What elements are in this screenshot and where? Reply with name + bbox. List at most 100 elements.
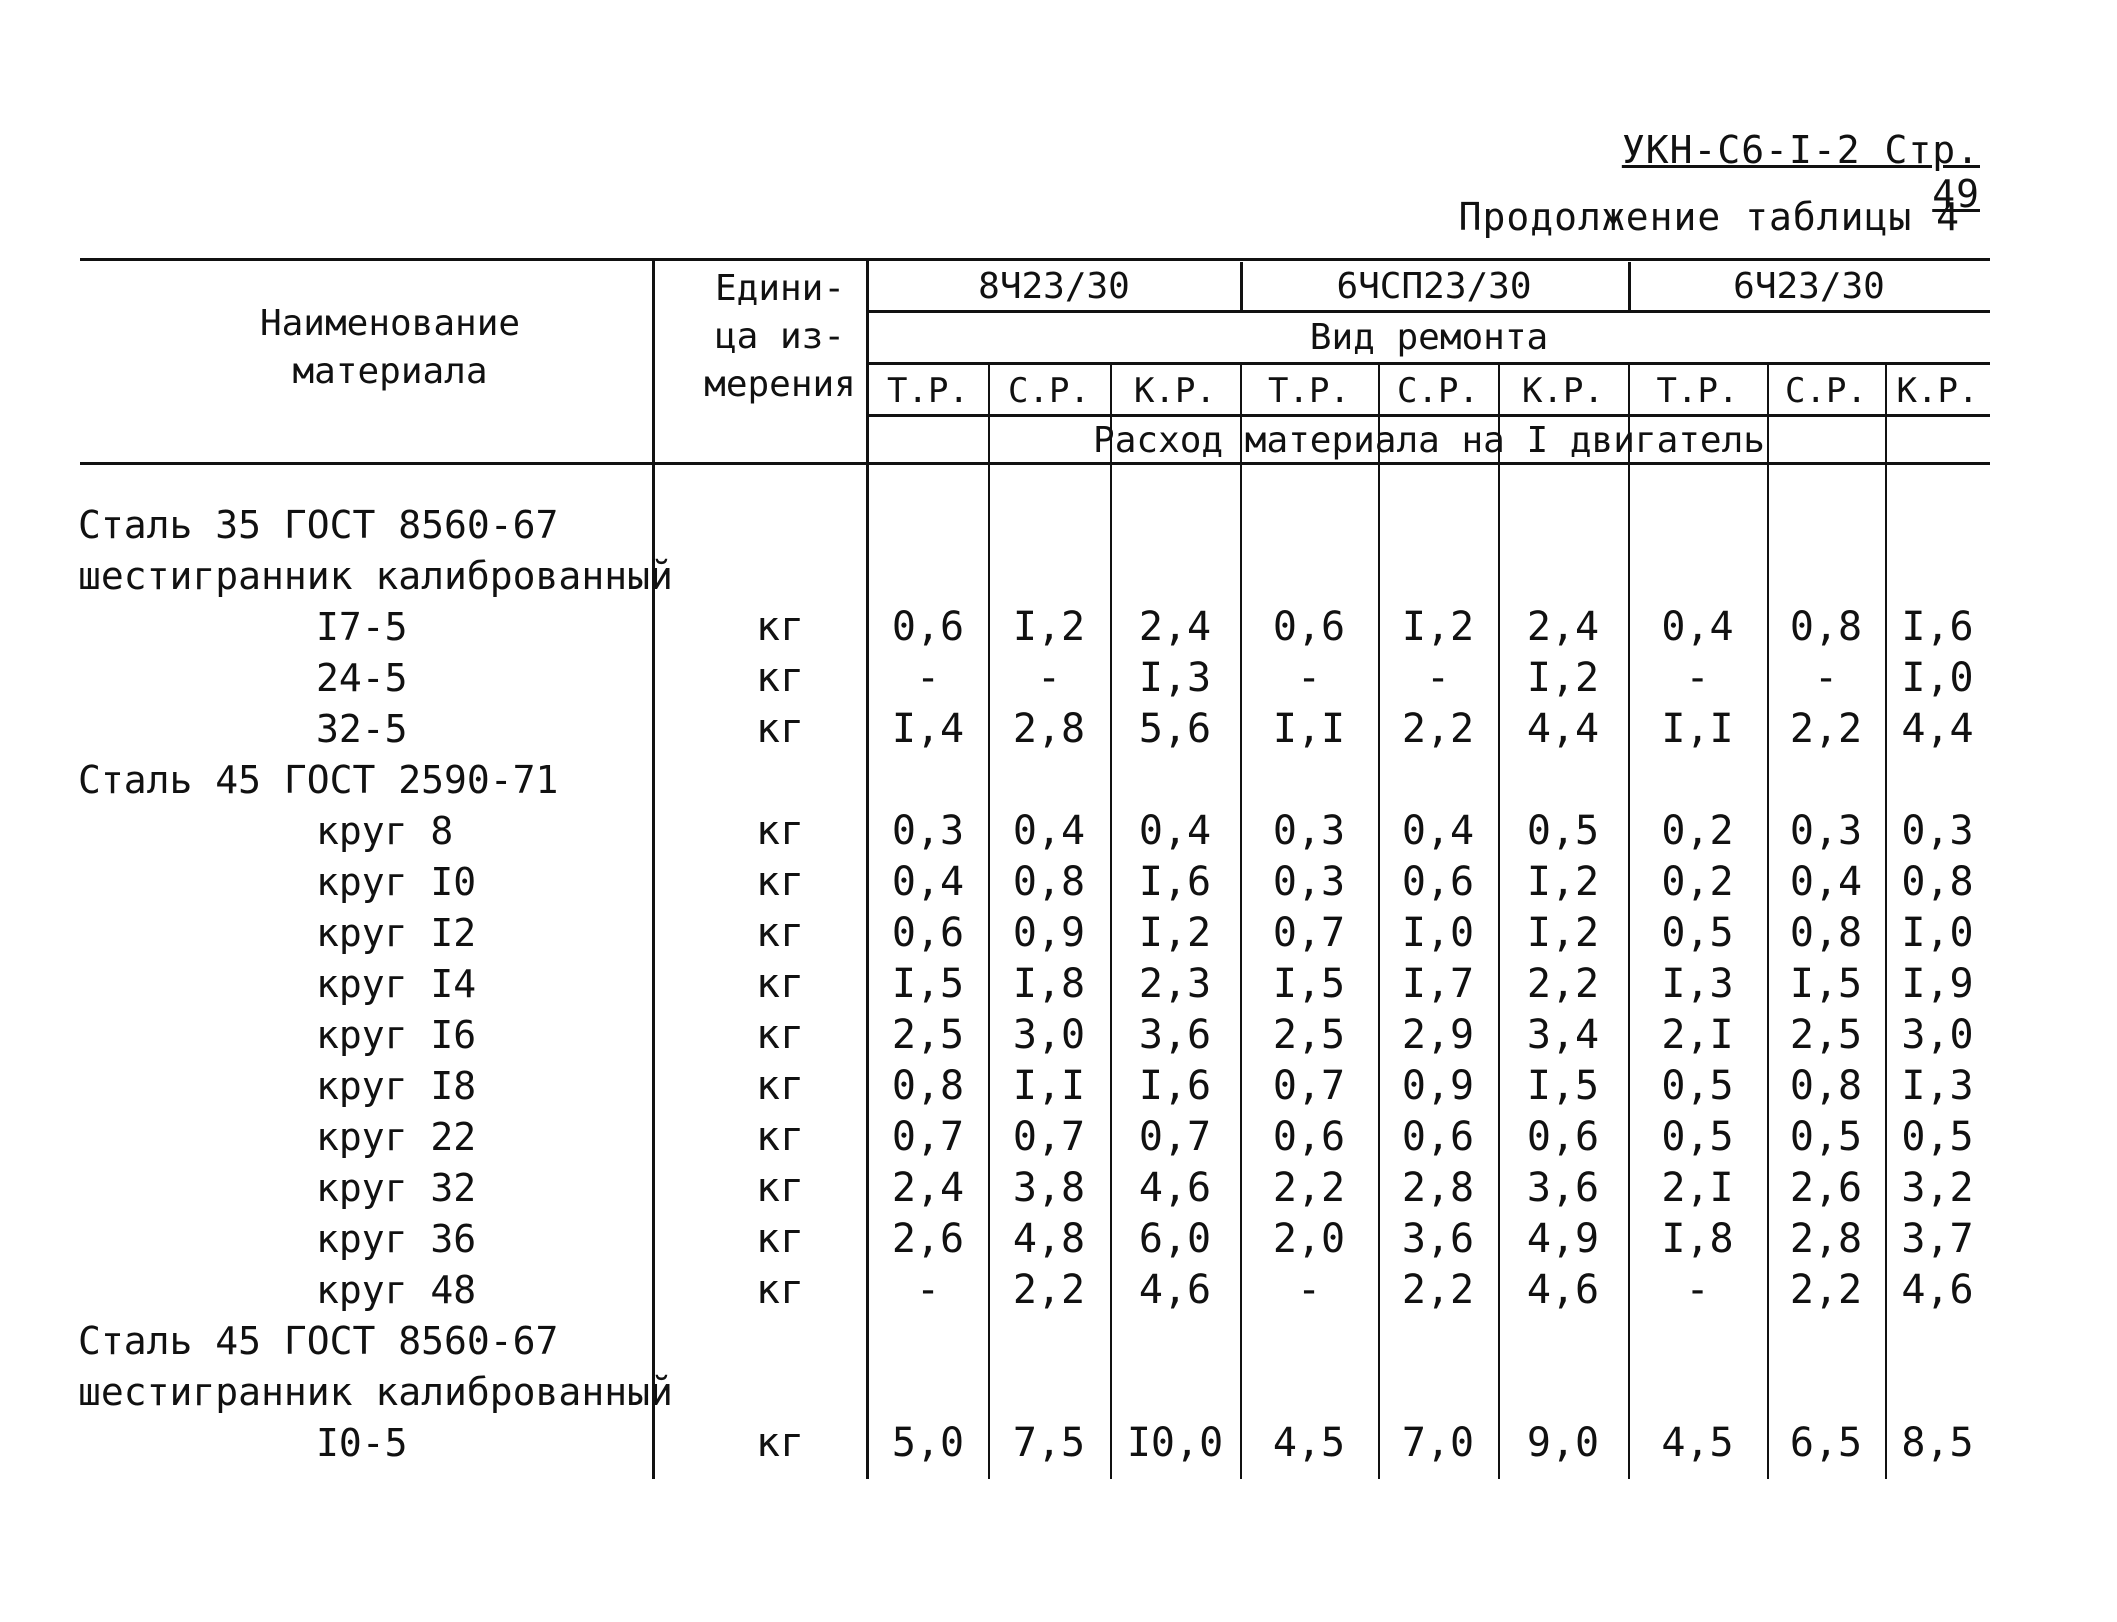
value-cell: 2,2 — [1789, 1267, 1863, 1313]
value-cell: 0,5 — [1789, 1114, 1863, 1160]
unit-col-left-rule — [652, 258, 655, 1479]
value-cell: I,5 — [1789, 961, 1863, 1007]
value-cell: - — [915, 655, 941, 701]
value-cell: I,3 — [1661, 961, 1734, 1007]
value-cell: 0,4 — [1138, 808, 1212, 854]
value-cell: 0,8 — [1012, 859, 1086, 905]
material-name: шестигранник калиброванный — [78, 1370, 673, 1414]
repair-col-header-1: Т.Р. — [887, 371, 969, 411]
value-cell: I,9 — [1901, 961, 1974, 1007]
value-cell: 4,5 — [1272, 1420, 1346, 1466]
value-cell: 2,I — [1661, 1165, 1734, 1211]
value-cell: 3,0 — [1012, 1012, 1086, 1058]
unit-cell: кг — [755, 706, 805, 752]
unit-cell: кг — [755, 1114, 805, 1160]
value-cell: 0,6 — [891, 910, 965, 956]
value-cell: 2,8 — [1012, 706, 1086, 752]
value-cell: 2,2 — [1789, 706, 1863, 752]
header-bottom-rule — [80, 462, 1990, 465]
repair-col-header-5: С.Р. — [1397, 371, 1479, 411]
value-cell: I,7 — [1401, 961, 1475, 1007]
value-cell: - — [1685, 655, 1710, 701]
value-cell: 4,9 — [1526, 1216, 1600, 1262]
value-cell: - — [1296, 1267, 1322, 1313]
repair-col-header-4: Т.Р. — [1268, 371, 1350, 411]
value-cell: 9,0 — [1526, 1420, 1600, 1466]
value-cell: I,2 — [1012, 604, 1086, 650]
unit-cell: кг — [755, 808, 805, 854]
value-cell: 2,8 — [1789, 1216, 1863, 1262]
value-cell: 4,6 — [1138, 1165, 1212, 1211]
material-name: круг I0 — [316, 860, 477, 904]
value-cell: I,3 — [1901, 1063, 1974, 1109]
value-cell: 0,3 — [891, 808, 965, 854]
value-cell: 0,3 — [1272, 808, 1346, 854]
value-cell: 5,0 — [891, 1420, 965, 1466]
value-cell: 2,6 — [891, 1216, 965, 1262]
unit-cell: кг — [755, 1267, 805, 1313]
value-cell: - — [915, 1267, 941, 1313]
value-cell: 0,6 — [1526, 1114, 1600, 1160]
value-cell: 2,2 — [1272, 1165, 1346, 1211]
material-name: круг 22 — [316, 1115, 477, 1159]
engine-bottom-rule — [868, 310, 1990, 313]
value-col-rule-1 — [988, 364, 990, 1479]
table-continuation-caption: Продолжение таблицы 4 — [1458, 195, 1960, 239]
value-cell: 4,8 — [1012, 1216, 1086, 1262]
value-cell: 0,3 — [1272, 859, 1346, 905]
material-name: Сталь 45 ГОСТ 2590-71 — [78, 758, 559, 802]
value-cell: 0,4 — [891, 859, 965, 905]
value-cell: 4,6 — [1901, 1267, 1974, 1313]
value-cell: - — [1425, 655, 1451, 701]
unit-column-header: Едини- ца из- мерения — [704, 268, 856, 405]
value-cell: 0,5 — [1661, 1114, 1734, 1160]
value-cell: 0,9 — [1012, 910, 1086, 956]
value-cell: 2,2 — [1526, 961, 1600, 1007]
value-cell: 3,6 — [1526, 1165, 1600, 1211]
material-name: Сталь 35 ГОСТ 8560-67 — [78, 503, 559, 547]
value-cell: 3,2 — [1901, 1165, 1974, 1211]
value-cell: 2,4 — [891, 1165, 965, 1211]
value-cell: I,0 — [1901, 655, 1974, 701]
value-cell: I,5 — [1272, 961, 1346, 1007]
value-cell: 0,6 — [891, 604, 965, 650]
material-name: круг I4 — [316, 962, 477, 1006]
value-cell: I,I — [1272, 706, 1346, 752]
value-cell: 3,7 — [1901, 1216, 1974, 1262]
value-cell: I,0 — [1401, 910, 1475, 956]
unit-cell: кг — [755, 1165, 805, 1211]
value-cell: I,2 — [1401, 604, 1475, 650]
value-cell: - — [1036, 655, 1062, 701]
material-name: I7-5 — [316, 605, 408, 649]
unit-cell: кг — [755, 961, 805, 1007]
material-name: 24-5 — [316, 656, 408, 700]
value-cell: 0,7 — [1012, 1114, 1086, 1160]
value-cell: I,2 — [1138, 910, 1212, 956]
value-cell: I,0 — [1901, 910, 1974, 956]
value-cell: 2,0 — [1272, 1216, 1346, 1262]
value-cell: 3,6 — [1401, 1216, 1475, 1262]
value-cell: 0,4 — [1012, 808, 1086, 854]
value-col-rule-6 — [1628, 364, 1630, 1479]
value-cell: 0,2 — [1661, 859, 1734, 905]
repair-type-bottom-rule — [868, 362, 1990, 365]
repair-col-header-2: С.Р. — [1008, 371, 1090, 411]
value-cell: 2,6 — [1789, 1165, 1863, 1211]
value-cell: 6,0 — [1138, 1216, 1212, 1262]
unit-cell: кг — [755, 604, 805, 650]
value-cell: I0,0 — [1126, 1420, 1224, 1466]
value-cell: - — [1813, 655, 1839, 701]
value-cell: 3,0 — [1901, 1012, 1974, 1058]
value-cell: 0,5 — [1901, 1114, 1974, 1160]
value-cell: I,3 — [1138, 655, 1212, 701]
material-name: круг 36 — [316, 1217, 477, 1261]
value-cell: 4,6 — [1138, 1267, 1212, 1313]
material-name: круг 48 — [316, 1268, 477, 1312]
unit-cell: кг — [755, 910, 805, 956]
material-name: Сталь 45 ГОСТ 8560-67 — [78, 1319, 559, 1363]
value-cell: 5,6 — [1138, 706, 1212, 752]
value-cell: 0,5 — [1526, 808, 1600, 854]
value-cell: 0,7 — [891, 1114, 965, 1160]
value-cell: 2,8 — [1401, 1165, 1475, 1211]
